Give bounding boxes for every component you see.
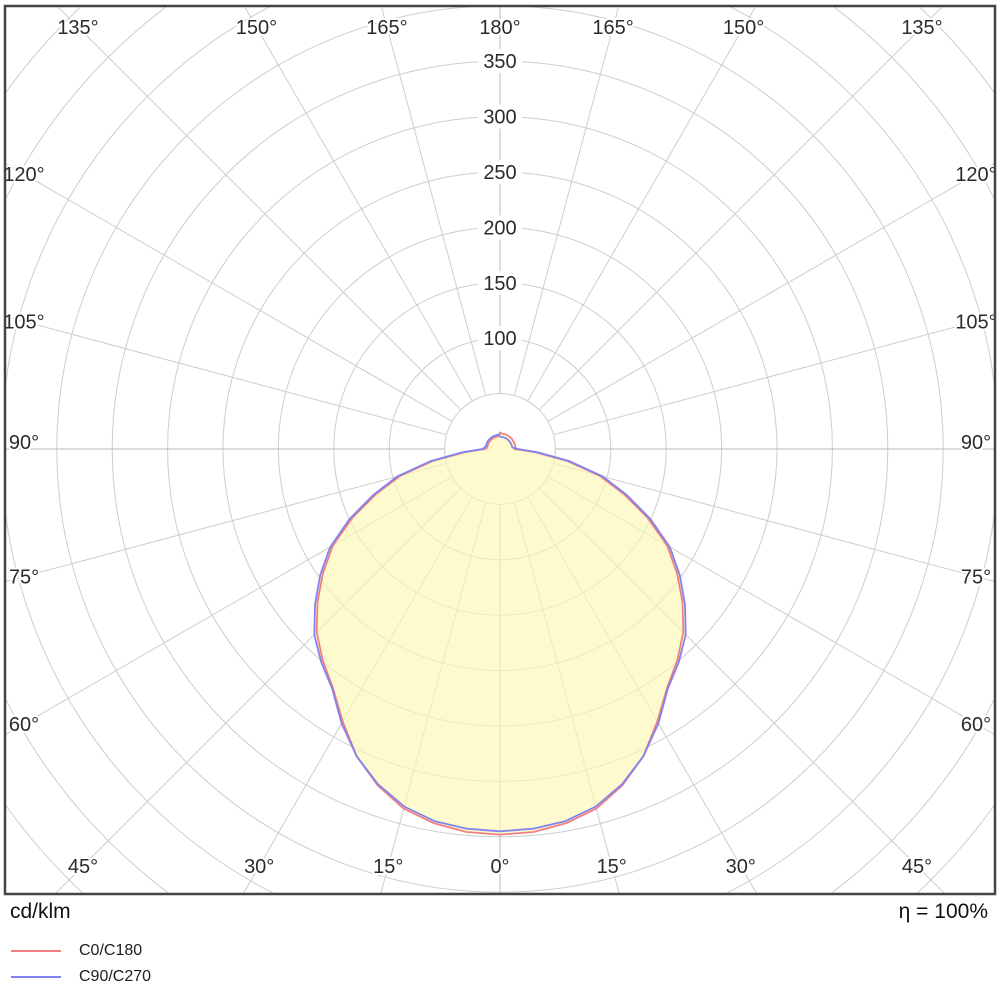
svg-text:15°: 15° [597,856,627,878]
legend-label-c90-c270: C90/C270 [79,968,152,985]
svg-text:105°: 105° [3,312,44,334]
svg-text:150: 150 [483,273,516,295]
chart-footer: cd/klm η = 100% [0,898,1000,926]
svg-text:150°: 150° [236,17,277,39]
svg-text:200: 200 [483,217,516,239]
polar-chart: 100 150 200 250 300 350 0° 15° 15° 30° 30° 45° 45° 60… [1,4,998,896]
svg-text:30°: 30° [726,856,756,878]
svg-text:135°: 135° [57,17,98,39]
svg-text:45°: 45° [68,856,98,878]
svg-text:75°: 75° [9,567,39,589]
svg-text:100: 100 [483,328,516,350]
svg-text:120°: 120° [955,164,996,186]
svg-text:120°: 120° [3,164,44,186]
svg-text:0°: 0° [490,856,509,878]
legend-item-c0-c180: C0/C180 [11,938,151,964]
efficiency-label: η = 100% [898,900,988,923]
intensity-distribution [313,431,687,836]
radial-tick-labels: 100 150 200 250 300 350 [478,49,522,351]
angle-labels: 0° 15° 15° 30° 30° 45° 45° 60° 60° 75° 75° 90° 90° 10… [1,15,998,880]
legend-label-c0-c180: C0/C180 [79,942,143,959]
svg-text:60°: 60° [961,714,991,736]
svg-text:15°: 15° [373,856,403,878]
svg-text:75°: 75° [961,567,991,589]
legend-line-c0-c180 [11,950,61,952]
svg-text:165°: 165° [592,17,633,39]
legend-item-c90-c270: C90/C270 [11,964,151,990]
svg-text:180°: 180° [479,17,520,39]
curve-c0-c180 [315,431,685,836]
svg-text:135°: 135° [901,17,942,39]
svg-text:150°: 150° [723,17,764,39]
svg-text:300: 300 [483,107,516,129]
unit-label: cd/klm [10,900,71,923]
legend-line-c90-c270 [11,976,61,978]
svg-text:60°: 60° [9,714,39,736]
svg-text:30°: 30° [244,856,274,878]
svg-text:90°: 90° [9,432,39,454]
svg-text:105°: 105° [955,312,996,334]
svg-text:45°: 45° [902,856,932,878]
svg-text:250: 250 [483,162,516,184]
curve-c90-c270 [313,433,687,833]
svg-text:350: 350 [483,51,516,73]
svg-text:90°: 90° [961,432,991,454]
distribution-fill [314,432,686,835]
legend: C0/C180 C90/C270 [11,938,151,990]
svg-text:165°: 165° [366,17,407,39]
plot-frame [3,4,997,896]
